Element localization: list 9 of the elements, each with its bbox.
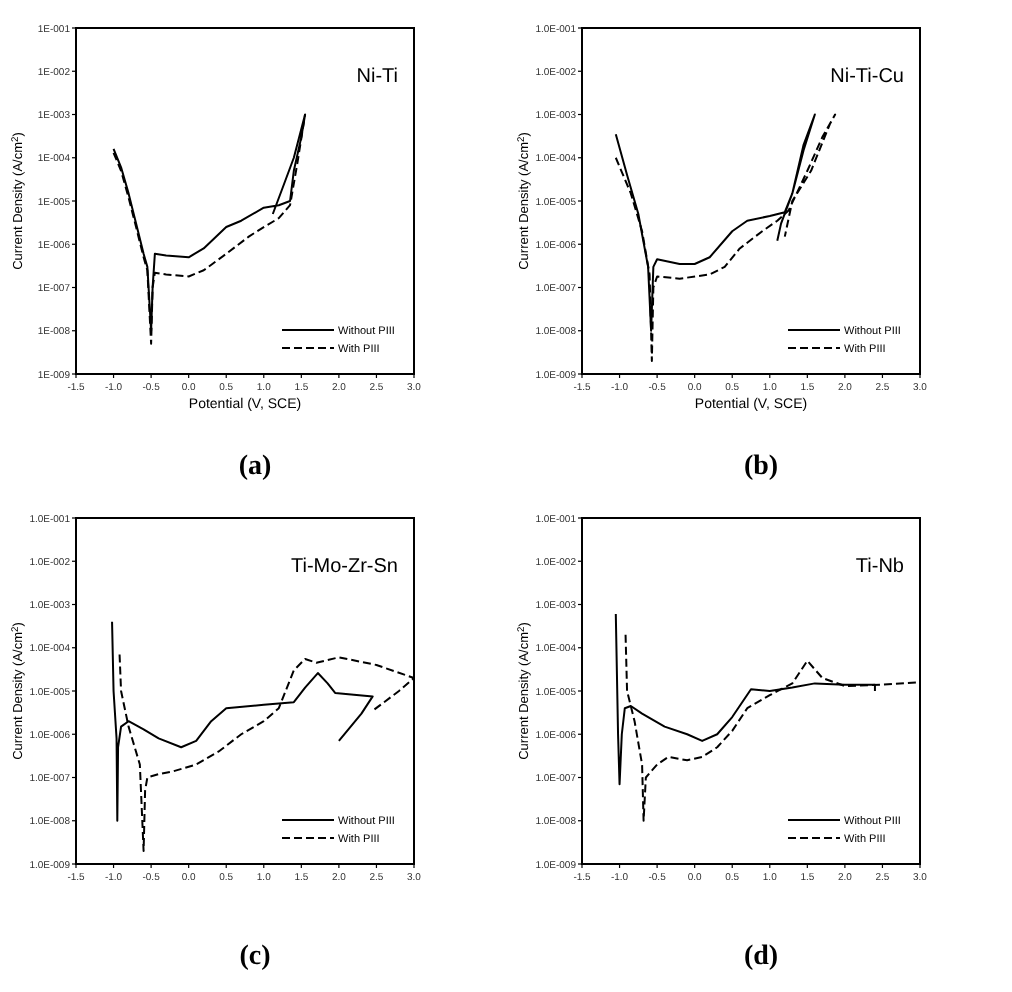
- annotation: Ti-Mo-Zr-Sn: [290, 556, 398, 578]
- text: (b): [743, 452, 779, 482]
- annotation: Ni-Ti: [356, 66, 398, 88]
- line-series: [614, 113, 837, 362]
- annotation: Ni-Ti-Cu: [830, 66, 904, 88]
- text: (c): [239, 942, 272, 972]
- annotation: Ti-Nb: [855, 556, 905, 578]
- text: (d): [743, 942, 779, 972]
- text: (a): [238, 452, 272, 482]
